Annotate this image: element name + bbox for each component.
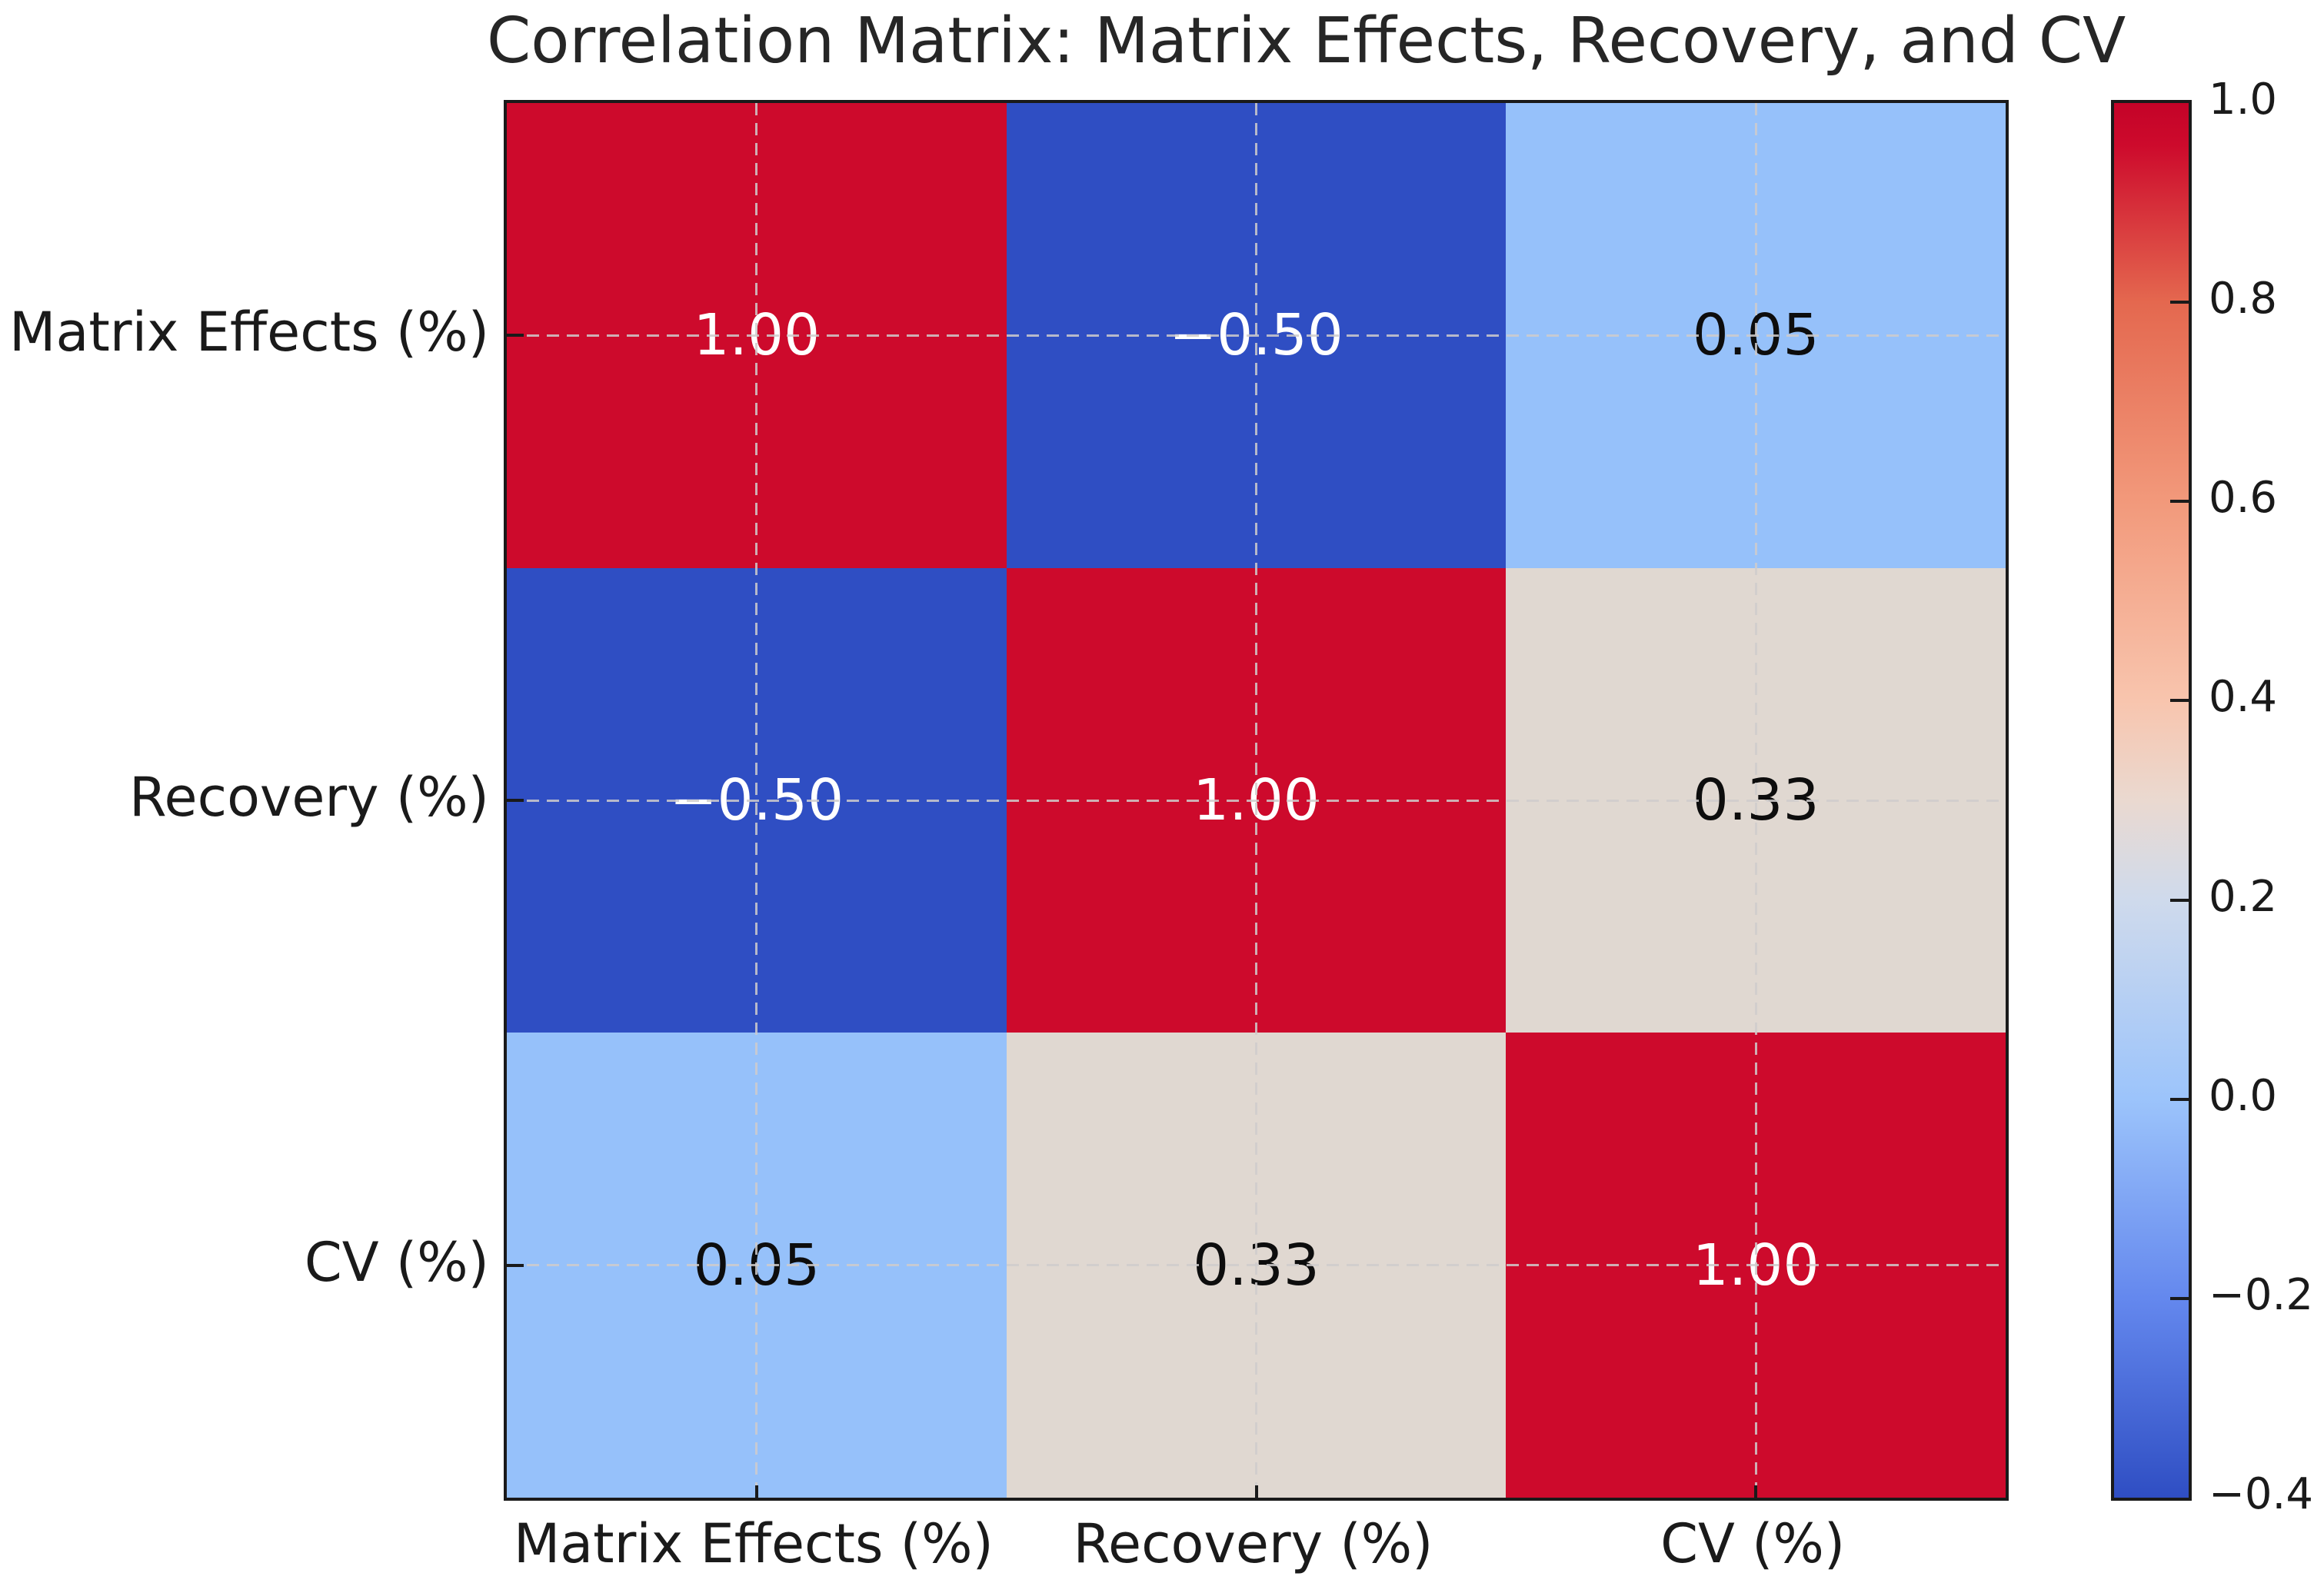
x-axis-tick [1754,1485,1758,1498]
colorbar-tick-label: 1.0 [2209,75,2278,125]
gridline-vertical [1754,103,1757,1498]
colorbar-tick-label: −0.2 [2209,1269,2313,1320]
y-axis-tick [507,334,524,338]
colorbar-tick [2170,301,2189,304]
x-axis-tick [754,1485,758,1498]
x-tick-label: Matrix Effects (%) [513,1512,994,1575]
x-tick-label: Recovery (%) [1073,1512,1433,1575]
colorbar-tick [2170,1296,2189,1300]
colorbar-tick-label: 0.8 [2209,274,2278,324]
colorbar-tick [2170,699,2189,703]
colorbar-tick-label: 0.4 [2209,672,2278,723]
colorbar-tick-label: 0.6 [2209,473,2278,524]
y-tick-label: CV (%) [304,1230,489,1294]
gridline-vertical [755,103,758,1498]
chart-title: Correlation Matrix: Matrix Effects, Reco… [487,5,2126,78]
gridline-vertical [1255,103,1257,1498]
y-tick-label: Matrix Effects (%) [9,301,489,364]
x-axis-tick [1254,1485,1258,1498]
colorbar-tick [2170,500,2189,504]
y-axis-tick [507,799,524,802]
colorbar-gradient [2114,103,2189,1498]
y-tick-label: Recovery (%) [129,766,489,829]
colorbar [2111,100,2192,1501]
colorbar-tick-label: 0.0 [2209,1070,2278,1121]
colorbar-tick-label: 0.2 [2209,871,2278,922]
heatmap: 1.00−0.500.05−0.501.000.330.050.331.00 [504,100,2009,1501]
colorbar-tick [2170,898,2189,902]
y-axis-tick [507,1263,524,1267]
x-tick-label: CV (%) [1660,1512,1846,1575]
colorbar-tick-label: −0.4 [2209,1469,2313,1519]
colorbar-tick [2170,1097,2189,1101]
